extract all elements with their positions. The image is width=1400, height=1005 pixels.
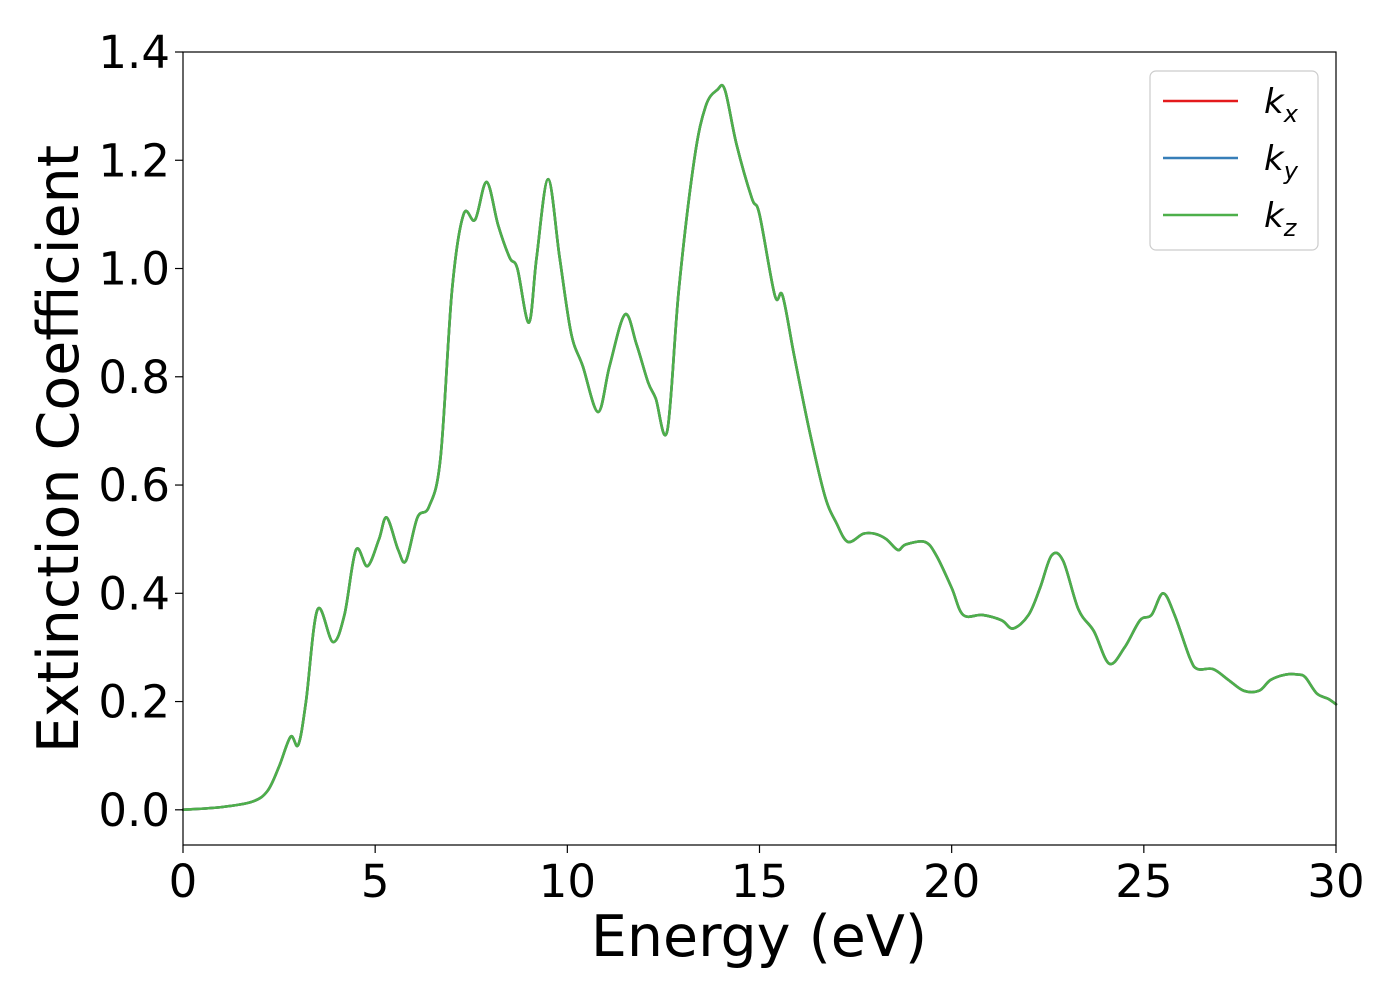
x-tick-label: 30 [1307,855,1364,908]
legend-label-ky: ky [1264,139,1299,185]
legend: kx ky kz [1149,70,1319,251]
y-tick-label: 0.4 [98,567,170,620]
y-axis-label: Extinction Coefficient [26,145,92,753]
legend-label-kz: kz [1264,196,1298,242]
x-tick-label: 10 [539,855,596,908]
x-axis-label: Energy (eV) [591,904,927,970]
y-tick-label: 1.4 [98,26,170,79]
x-tick-label: 15 [731,855,788,908]
plot-background [183,52,1336,845]
y-tick-label: 0.0 [98,784,170,837]
y-tick-label: 1.0 [98,243,170,296]
legend-items: kx ky kz [1163,82,1299,242]
legend-label-kx: kx [1264,82,1299,128]
y-axis: 0.0 0.2 0.4 0.6 0.8 1.0 1.2 1.4 [98,26,183,837]
y-tick-label: 0.6 [98,459,170,512]
x-tick-label: 5 [361,855,390,908]
y-tick-label: 0.2 [98,676,170,729]
x-tick-label: 25 [1115,855,1172,908]
series-layer [181,83,1338,812]
y-tick-label: 1.2 [98,134,170,187]
series-line-kz [181,83,1338,812]
x-tick-label: 0 [169,855,198,908]
x-axis: 0 5 10 15 20 25 30 [169,845,1365,908]
legend-frame [1149,70,1319,251]
y-tick-label: 0.8 [98,351,170,404]
x-tick-label: 20 [923,855,980,908]
